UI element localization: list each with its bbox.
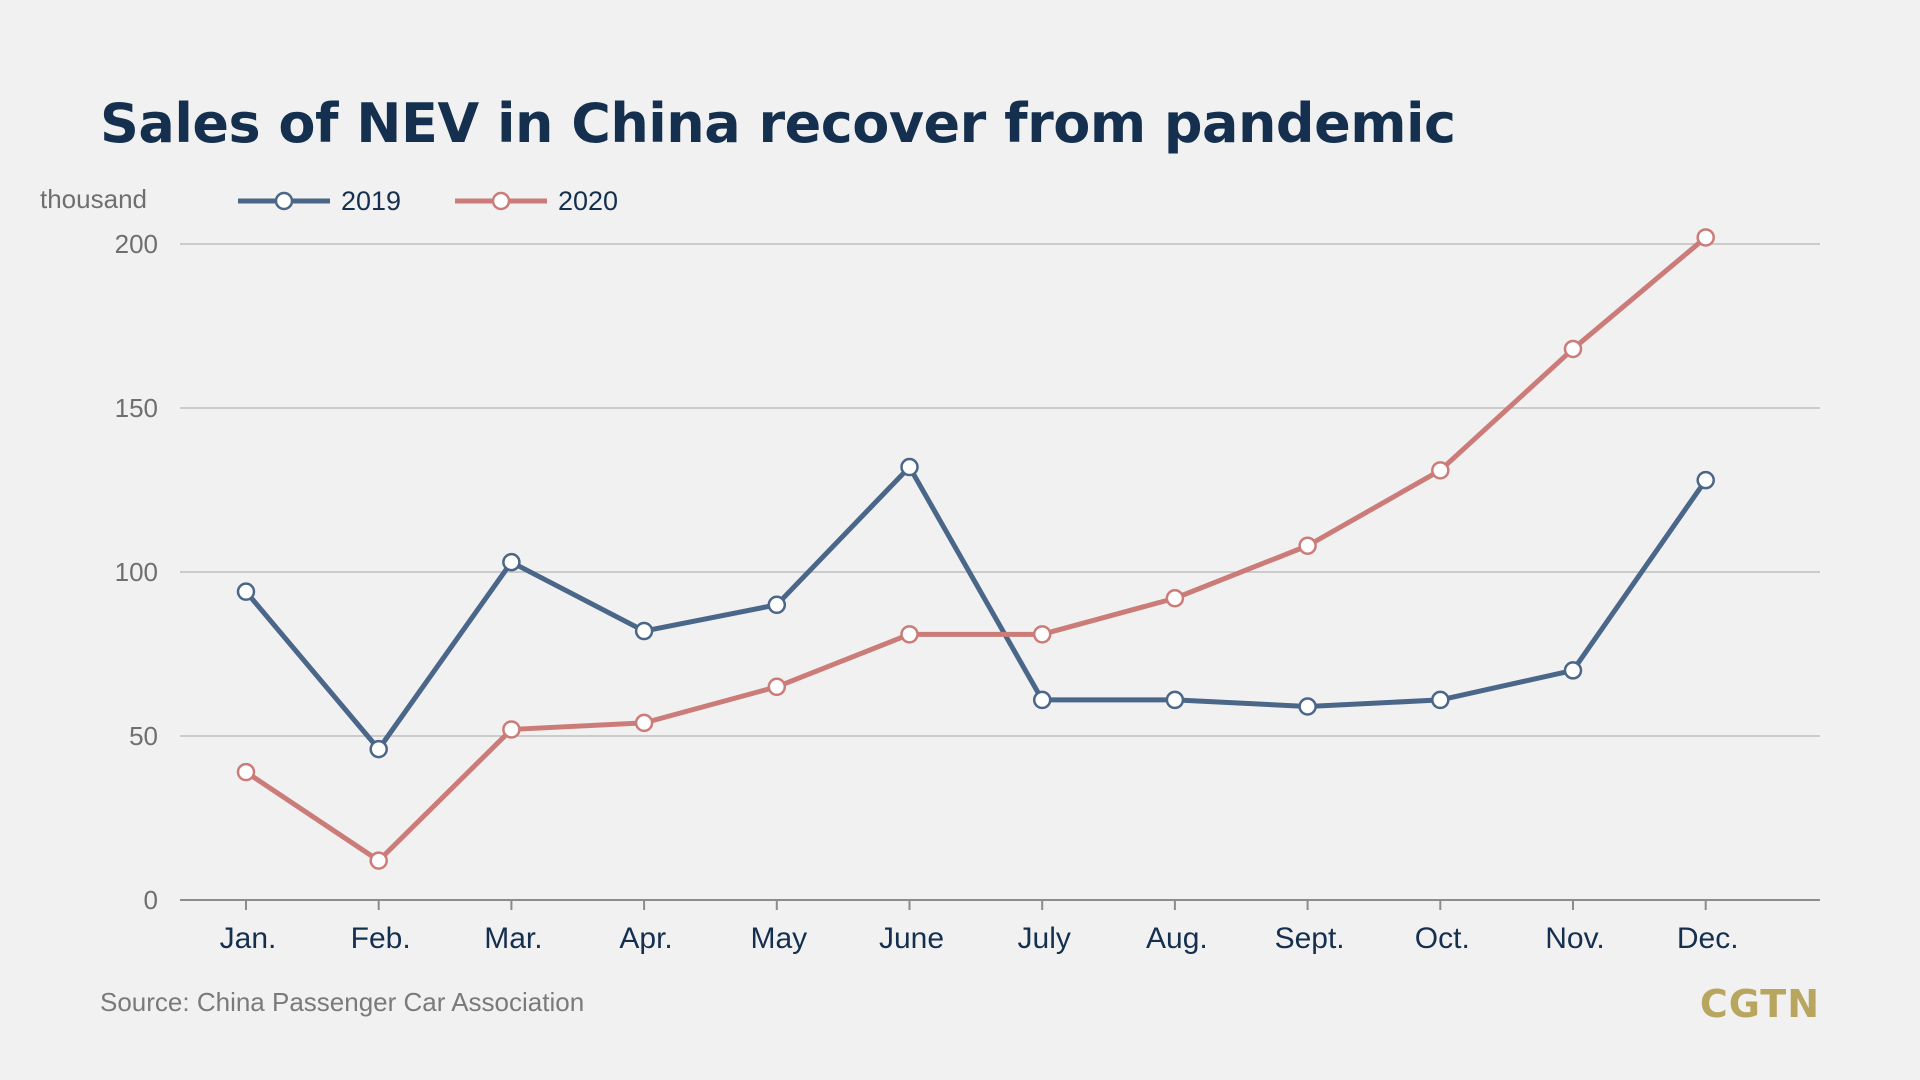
x-tick-label: Nov.	[1545, 922, 1604, 955]
legend-marker-2019	[274, 191, 294, 211]
x-tick-label: June	[879, 922, 944, 955]
y-axis-unit-label: thousand	[40, 184, 147, 214]
x-tick-label: Aug.	[1146, 922, 1208, 955]
series-line-2019	[243, 464, 1709, 752]
x-tick-label: Mar.	[484, 922, 542, 955]
data-point-2020	[1298, 536, 1317, 556]
data-point-2019	[369, 739, 388, 759]
data-point-2020	[236, 762, 256, 782]
data-point-2019	[1165, 690, 1185, 710]
x-tick-label: July	[1018, 922, 1071, 955]
data-point-2019	[502, 552, 521, 572]
data-point-2020	[1696, 228, 1715, 247]
legend-label-2020: 2020	[558, 186, 618, 216]
axes: 0 50 100 150 200 Jan. Feb. Mar. Apr. May June July A…	[40, 184, 1820, 955]
data-point-2019	[1431, 690, 1450, 710]
x-tick-label: Oct.	[1415, 922, 1470, 955]
brand-logo: CGTN	[1699, 982, 1820, 1026]
y-tick-label: 100	[115, 557, 158, 587]
data-point-2020	[369, 851, 388, 870]
data-point-2019	[1298, 697, 1317, 716]
data-point-2020	[502, 720, 521, 739]
legend-marker-2020	[491, 191, 511, 211]
legend: 2019 2020	[238, 186, 618, 216]
y-tick-label: 50	[129, 721, 158, 751]
data-point-2020	[634, 713, 654, 733]
grid-lines	[180, 243, 1820, 737]
data-point-2020	[767, 677, 787, 697]
source-note: Source: China Passenger Car Association	[100, 987, 585, 1017]
series-line-2020	[243, 234, 1709, 864]
x-tick-label: Jan.	[220, 922, 277, 955]
x-tick-label: May	[750, 922, 807, 955]
data-point-2019	[1563, 661, 1583, 680]
legend-label-2019: 2019	[341, 186, 401, 216]
data-point-2020	[900, 625, 919, 644]
data-point-2019	[236, 582, 256, 601]
data-point-2019	[1696, 470, 1715, 490]
data-point-2020	[1431, 461, 1450, 480]
data-point-2019	[900, 457, 919, 477]
x-tick-label: Feb.	[351, 922, 411, 955]
x-tick-label: Dec.	[1677, 922, 1739, 955]
data-point-2020	[1032, 625, 1052, 644]
chart-title: Sales of NEV in China recover from pande…	[100, 92, 1456, 155]
data-point-2019	[634, 621, 654, 641]
y-tick-label: 150	[115, 393, 158, 423]
data-point-2020	[1165, 588, 1185, 608]
data-point-2019	[767, 595, 787, 615]
x-tick-label: Apr.	[619, 922, 672, 955]
series-lines	[236, 228, 1715, 870]
data-point-2019	[1032, 690, 1052, 710]
y-tick-label: 0	[144, 885, 158, 915]
data-point-2020	[1563, 339, 1583, 359]
x-tick-label: Sept.	[1275, 922, 1345, 955]
y-tick-label: 200	[115, 229, 158, 259]
